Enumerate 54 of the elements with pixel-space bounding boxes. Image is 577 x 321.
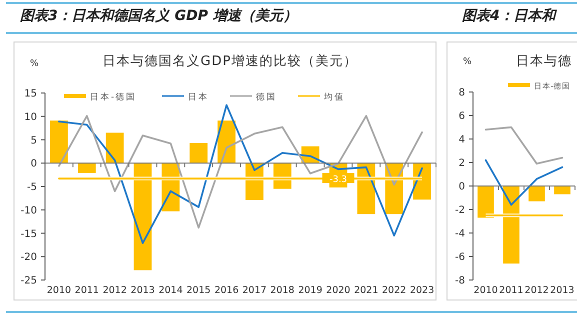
bar: [190, 143, 208, 164]
y-tick-label: 2: [458, 158, 465, 169]
x-tick-label: 2023: [410, 285, 434, 296]
x-tick-label: 2011: [74, 285, 99, 296]
text: 图表4：日本和: [462, 7, 558, 24]
bar: [78, 163, 96, 173]
y-tick-label: 10: [24, 112, 37, 123]
y-tick-label: -8: [455, 276, 465, 286]
bar: [50, 120, 68, 164]
line-series: [484, 126, 564, 165]
y-tick-label: 6: [458, 111, 465, 122]
x-tick-label: 2011: [499, 285, 524, 296]
y-tick-label: 15: [24, 88, 37, 100]
x-tick-label: 2014: [158, 285, 183, 296]
y-tick-label: 8: [458, 88, 465, 98]
y-tick-label: -25: [20, 276, 37, 286]
line-series: [58, 115, 423, 229]
y-axis-title: %: [30, 59, 39, 69]
x-tick-label: 2022: [382, 285, 406, 296]
bar: [106, 132, 124, 164]
legend-label: 日本: [188, 92, 209, 102]
line-series: [484, 159, 564, 206]
y-tick-label: -6: [455, 252, 465, 263]
line-series: [58, 104, 423, 244]
x-tick-label: 2018: [270, 285, 294, 296]
y-tick-label: -10: [20, 205, 37, 216]
y-tick-label: 5: [30, 135, 37, 146]
y-tick-label: 0: [30, 158, 37, 170]
text: 图表3：日本和德国名义 GDP 增速（美元）: [20, 7, 297, 24]
y-tick-label: -4: [455, 228, 465, 240]
y-tick-label: -20: [20, 252, 37, 264]
x-tick-label: 2020: [326, 285, 350, 296]
y-axis-title: %: [463, 57, 472, 67]
legend-label: 均值: [323, 92, 345, 102]
chart-title: 日本与德国名义GDP增速的比较（美元）: [102, 53, 358, 69]
y-tick-label: -2: [455, 205, 465, 216]
y-tick-label: 4: [458, 134, 465, 146]
x-tick-label: 2016: [214, 285, 239, 296]
y-tick-label: -15: [20, 228, 37, 240]
x-tick-label: 2010: [46, 285, 72, 296]
x-tick-label: 2019: [298, 285, 322, 296]
x-tick-label: 2015: [186, 285, 211, 296]
y-tick-label: -5: [27, 182, 37, 193]
x-tick-label: 2013: [550, 285, 574, 296]
legend-label: 德国: [256, 92, 277, 102]
x-tick-label: 2013: [130, 285, 155, 296]
chart-title: 日本与德: [516, 54, 572, 69]
x-tick-label: 2012: [102, 285, 127, 296]
legend-label: 日本-德国: [90, 92, 137, 102]
x-tick-label: 2017: [242, 285, 267, 296]
x-tick-label: 2010: [474, 285, 498, 296]
x-tick-label: 2012: [524, 285, 549, 296]
y-tick-label: 0: [458, 182, 465, 192]
x-tick-label: 2021: [354, 285, 378, 296]
